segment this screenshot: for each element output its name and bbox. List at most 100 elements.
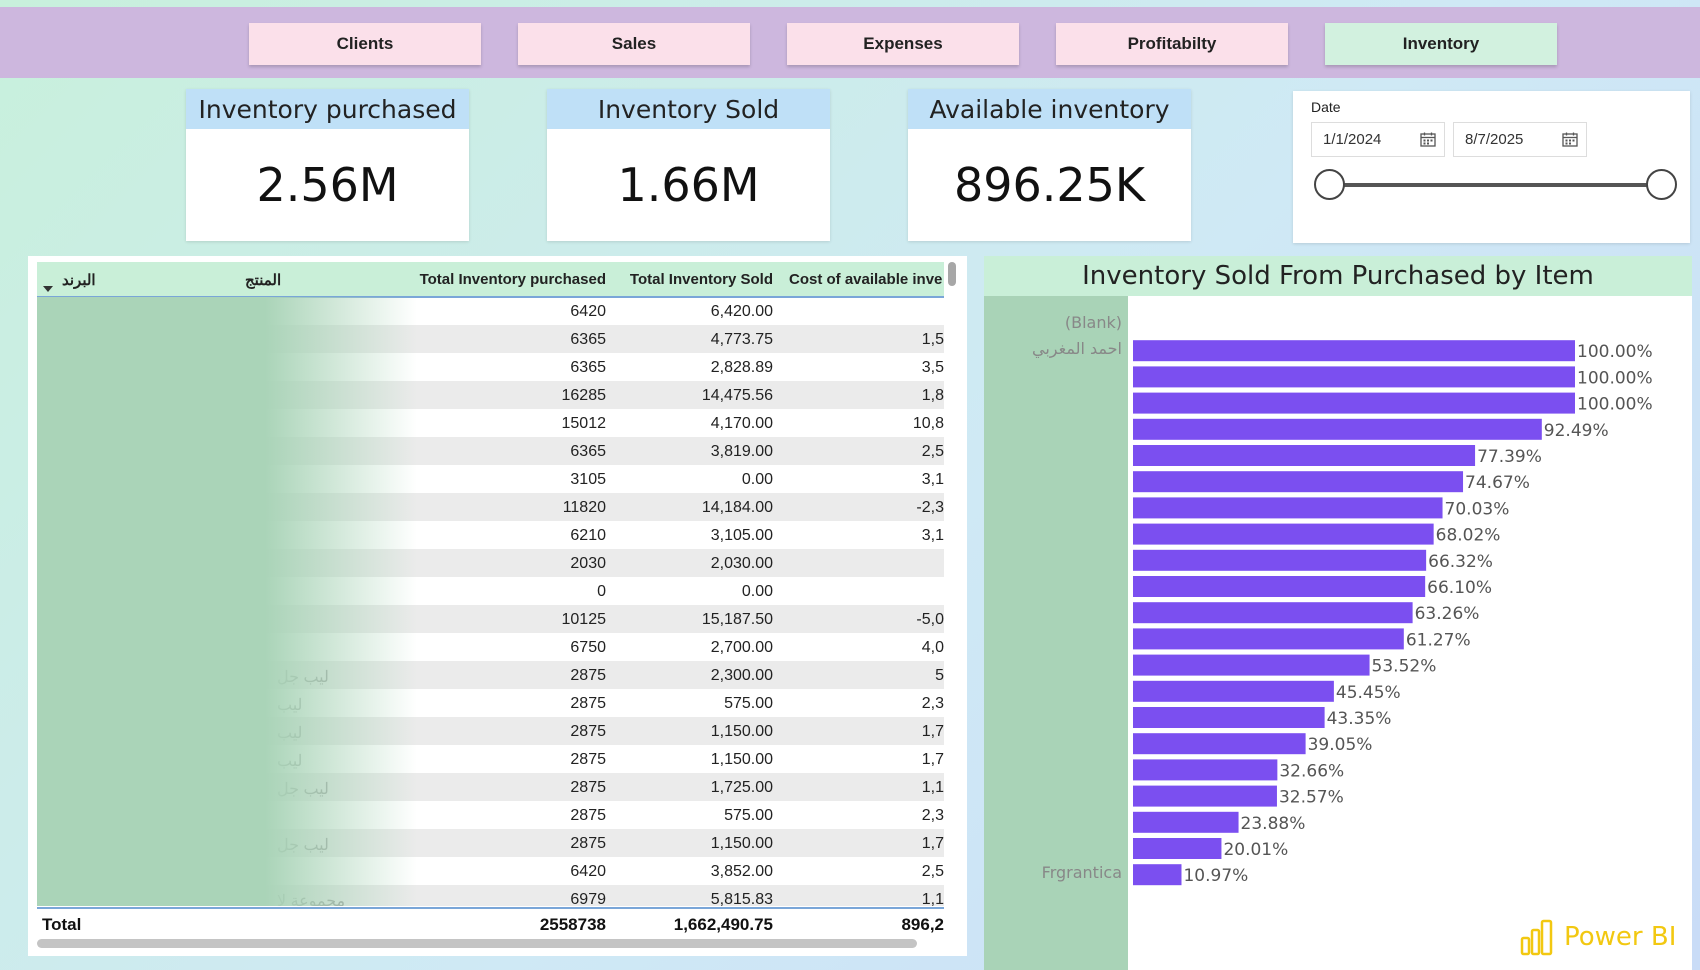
table-row[interactable]: زعفيرن 10125 15,187.50 -5,0 — [37, 605, 944, 633]
column-header-total-purchased[interactable]: Total Inventory purchased — [419, 271, 606, 288]
cell-product: ليب جل — [277, 837, 329, 854]
bar[interactable] — [1133, 680, 1334, 702]
bar[interactable] — [1133, 785, 1277, 807]
cell-brand: زعفيرن — [42, 725, 93, 742]
cell-product: ليب جل — [277, 669, 329, 686]
date-range-slider-track[interactable] — [1329, 183, 1661, 187]
cell-product: مجموعة لا — [277, 893, 346, 906]
column-header-cost-available[interactable]: Cost of available inve — [789, 271, 943, 288]
table-row[interactable]: زعفيرن 6365 3,819.00 2,5 — [37, 437, 944, 465]
end-date-input[interactable]: 8/7/2025 — [1453, 122, 1587, 157]
nav-clients-button[interactable]: Clients — [249, 23, 481, 65]
bar[interactable] — [1133, 602, 1413, 624]
bar[interactable] — [1133, 811, 1239, 833]
bar[interactable] — [1133, 759, 1278, 781]
cell-brand: زعفيرن — [42, 557, 93, 574]
cell-cost-available: 10,8 — [912, 415, 944, 432]
bar-data-label: 70.03% — [1445, 499, 1510, 519]
table-row[interactable]: زعفيرن 6365 4,773.75 1,5 — [37, 325, 944, 353]
nav-inventory-button[interactable]: Inventory — [1325, 23, 1557, 65]
bar-data-label: 20.01% — [1223, 840, 1288, 860]
table-row[interactable]: زعفيرن 2030 2,030.00 — [37, 549, 944, 577]
cell-total-sold: 2,030.00 — [710, 555, 773, 572]
column-header-product[interactable]: المنتج — [245, 272, 282, 289]
table-row[interactable]: زعفيرن ليب جل 2875 1,150.00 1,7 — [37, 829, 944, 857]
cell-total-sold: 575.00 — [724, 807, 773, 824]
table-row[interactable]: زعفيرن ليب 2875 575.00 2,3 — [37, 689, 944, 717]
table-row[interactable]: زعفيرن 3105 0.00 3,1 — [37, 465, 944, 493]
table-row[interactable]: زعفيرن ليب 2875 1,150.00 1,7 — [37, 717, 944, 745]
category-label: (Blank) — [1065, 313, 1122, 332]
bar-data-label: 39.05% — [1308, 735, 1373, 755]
table-row[interactable]: زعفيرن 2875 575.00 2,3 — [37, 801, 944, 829]
calendar-icon[interactable] — [1420, 132, 1436, 147]
bar[interactable] — [1133, 707, 1325, 728]
cell-brand: زعفيرن — [42, 417, 93, 434]
date-range-start-handle[interactable] — [1314, 169, 1345, 200]
bar[interactable] — [1133, 628, 1404, 650]
table-row[interactable]: زعفيرن 6210 3,105.00 3,1 — [37, 521, 944, 549]
column-header-total-sold[interactable]: Total Inventory Sold — [629, 271, 773, 288]
bar[interactable] — [1133, 864, 1182, 886]
bar-data-label: 53.52% — [1372, 657, 1437, 677]
table-row[interactable]: زعفيرن 6365 2,828.89 3,5 — [37, 353, 944, 381]
cell-brand: زعفيرن — [42, 837, 93, 854]
date-range-end-handle[interactable] — [1646, 169, 1677, 200]
calendar-icon[interactable] — [1562, 132, 1578, 147]
cell-total-sold: 1,150.00 — [710, 835, 773, 852]
bar[interactable] — [1133, 576, 1426, 597]
start-date-value: 1/1/2024 — [1323, 131, 1382, 148]
start-date-input[interactable]: 1/1/2024 — [1311, 122, 1445, 157]
cell-brand: زعفيرن — [42, 893, 93, 906]
table-row[interactable]: زعفيرن 16285 14,475.56 1,8 — [37, 381, 944, 409]
cell-product: ليب — [277, 725, 303, 742]
vertical-scrollbar[interactable] — [948, 262, 956, 286]
bar[interactable] — [1133, 418, 1542, 440]
bar[interactable] — [1133, 733, 1306, 755]
category-redaction-mask — [984, 296, 1128, 970]
cell-total-purchased: 6750 — [570, 639, 606, 656]
cell-cost-available: 5 — [935, 667, 944, 684]
nav-sales-button[interactable]: Sales — [518, 23, 750, 65]
cell-total-purchased: 2875 — [570, 807, 606, 824]
table-row[interactable]: زعفيرن ليب جل 2875 2,300.00 5 — [37, 661, 944, 689]
cell-total-sold: 2,700.00 — [710, 639, 773, 656]
bar[interactable] — [1133, 523, 1434, 545]
nav-expenses-button[interactable]: Expenses — [787, 23, 1019, 65]
cell-cost-available: -5,0 — [916, 611, 944, 628]
cell-cost-available: 1,1 — [921, 779, 944, 796]
table-row[interactable]: زعفيرن 6750 2,700.00 4,0 — [37, 633, 944, 661]
table-row[interactable]: زعفيرن 15012 4,170.00 10,8 — [37, 409, 944, 437]
cell-brand: زعفيرن — [42, 809, 93, 826]
cell-total-sold: 4,170.00 — [710, 415, 773, 432]
cell-total-purchased: 3105 — [570, 471, 606, 488]
kpi-card-inventory-sold: Inventory Sold 1.66M — [547, 89, 830, 241]
table-row[interactable]: زعفيرن 11820 14,184.00 -2,3 — [37, 493, 944, 521]
table-row[interactable]: زعفيرن ليب جل 2875 1,725.00 1,1 — [37, 773, 944, 801]
table-row[interactable]: زعفيرن 6420 3,852.00 2,5 — [37, 857, 944, 885]
bar[interactable] — [1133, 654, 1370, 676]
horizontal-scrollbar[interactable] — [37, 939, 917, 948]
table-row[interactable]: زعفيرن مجموعة لا 6979 5,815.83 1,1 — [37, 885, 944, 906]
cell-total-sold: 575.00 — [724, 695, 773, 712]
bar[interactable] — [1133, 471, 1464, 493]
cell-total-sold: 1,150.00 — [710, 723, 773, 740]
bar[interactable] — [1133, 549, 1427, 571]
column-header-brand[interactable]: البرند — [62, 272, 96, 289]
bar[interactable] — [1133, 497, 1443, 519]
nav-profitability-button[interactable]: Profitabilty — [1056, 23, 1288, 65]
cell-total-purchased: 2875 — [570, 723, 606, 740]
cell-brand: زعفيرن — [42, 501, 93, 518]
bar[interactable] — [1133, 838, 1222, 859]
table-row[interactable]: زعفيرن 0 0.00 — [37, 577, 944, 605]
cell-total-purchased: 2875 — [570, 835, 606, 852]
cell-total-sold: 1,725.00 — [710, 779, 773, 796]
bar[interactable] — [1133, 445, 1476, 466]
bar[interactable] — [1133, 340, 1575, 362]
sort-descending-icon[interactable] — [43, 286, 53, 292]
bar[interactable] — [1133, 392, 1575, 414]
bar[interactable] — [1133, 366, 1575, 388]
bar-data-label: 32.57% — [1279, 788, 1344, 808]
table-row[interactable]: زعفيرن 6420 6,420.00 — [37, 297, 944, 325]
table-row[interactable]: زعفيرن ليب 2875 1,150.00 1,7 — [37, 745, 944, 773]
